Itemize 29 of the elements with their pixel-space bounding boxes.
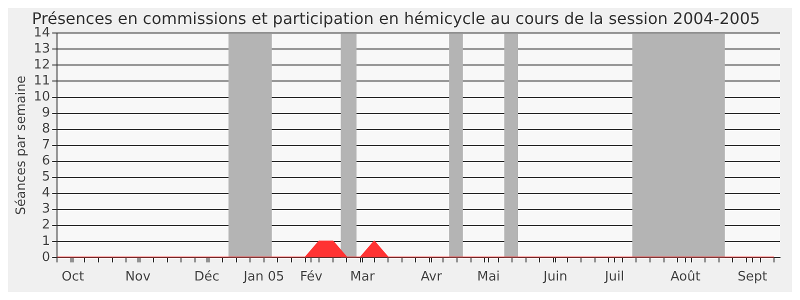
x-tick-label: Jan 05: [242, 270, 284, 285]
x-tick-label: Avr: [420, 270, 443, 285]
y-axis-title: Séances par semaine: [14, 76, 30, 216]
x-tick-label: Nov: [125, 270, 151, 285]
y-tick-label: 2: [42, 218, 50, 233]
y-tick-label: 14: [34, 26, 50, 41]
y-tick-label: 12: [34, 58, 50, 73]
y-tick-label: 5: [42, 170, 50, 185]
chart-title: Présences en commissions et participation en hémicycle au cours de la session 2004-2005: [32, 8, 760, 28]
x-tick-label: Oct: [62, 270, 84, 285]
y-tick-label: 10: [34, 90, 50, 105]
y-tick-label: 4: [42, 186, 50, 201]
x-tick-label: Mar: [350, 270, 376, 285]
y-tick-label: 11: [34, 74, 50, 89]
y-tick-label: 3: [42, 202, 50, 217]
x-tick-label: Juil: [604, 270, 624, 285]
y-tick-label: 9: [42, 106, 50, 121]
x-tick-label: Fév: [300, 270, 323, 285]
x-tick-label: Août: [670, 270, 700, 285]
x-tick-label: Déc: [194, 270, 220, 285]
x-tick-label: Mai: [477, 270, 500, 285]
y-tick-label: 7: [42, 138, 50, 153]
y-tick-label: 8: [42, 122, 50, 137]
y-tick-label: 6: [42, 154, 50, 169]
y-tick-label: 13: [34, 42, 50, 57]
x-tick-label: Juin: [542, 270, 568, 285]
y-tick-label: 0: [42, 250, 50, 265]
x-tick-label: Sept: [738, 270, 768, 285]
y-tick-label: 1: [42, 234, 50, 249]
